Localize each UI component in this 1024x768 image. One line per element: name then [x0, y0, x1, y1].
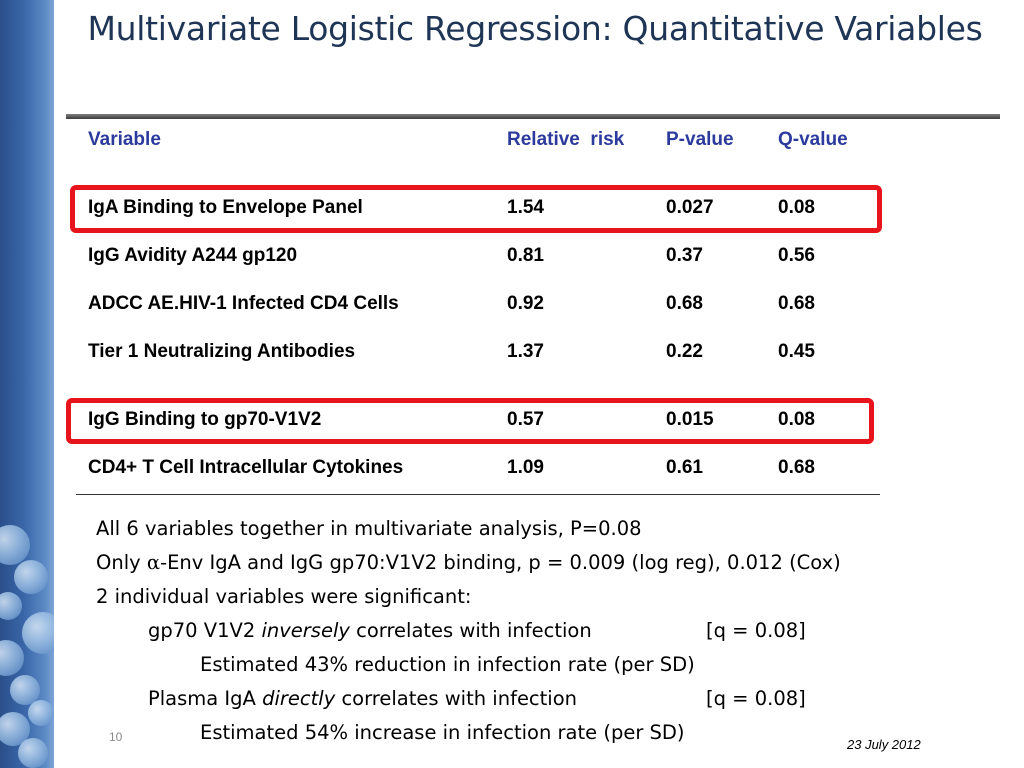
bubble-decoration [22, 612, 54, 654]
header-variable: Variable [88, 129, 161, 150]
bubble-decoration [28, 700, 54, 726]
slide-date: 23 July 2012 [847, 737, 921, 752]
note-text: correlates with infection [335, 687, 578, 710]
note-emphasis: inversely [261, 619, 350, 642]
note-text: Only [96, 551, 147, 574]
note-line: Only α-Env IgA and IgG gp70:V1V2 binding… [96, 546, 996, 580]
note-line: 2 individual variables were significant: [96, 580, 996, 614]
cell-relative-risk: 1.37 [507, 341, 544, 362]
alpha-symbol: α [146, 551, 161, 574]
cell-p-value: 0.37 [666, 245, 703, 266]
note-text: -Env IgA and IgG gp70:V1V2 binding, p = … [160, 551, 841, 574]
q-value-note: [q = 0.08] [706, 619, 806, 642]
header-p-value: P-value [666, 129, 734, 150]
note-line: Estimated 43% reduction in infection rat… [96, 648, 996, 682]
q-value-note: [q = 0.08] [706, 687, 806, 710]
cell-q-value: 0.08 [778, 197, 815, 218]
cell-variable: IgG Avidity A244 gp120 [88, 245, 298, 266]
bubble-decoration [0, 592, 22, 620]
note-text: Estimated 43% reduction in infection rat… [200, 653, 695, 676]
note-text: Plasma IgA [148, 687, 263, 710]
cell-variable: ADCC AE.HIV-1 Infected CD4 Cells [88, 293, 399, 314]
cell-q-value: 0.68 [778, 457, 815, 478]
bubble-decoration [18, 738, 48, 768]
table-bottom-border [76, 494, 880, 495]
bubble-decoration [14, 560, 48, 594]
title-divider [66, 114, 1000, 119]
note-line: gp70 V1V2 inversely correlates with infe… [96, 614, 996, 648]
cell-p-value: 0.68 [666, 293, 703, 314]
note-line: Plasma IgA directly correlates with infe… [96, 682, 996, 716]
note-line: All 6 variables together in multivariate… [96, 512, 996, 546]
cell-variable: IgA Binding to Envelope Panel [88, 197, 363, 218]
note-text: 2 individual variables were significant: [96, 585, 472, 608]
cell-p-value: 0.027 [666, 197, 714, 218]
cell-variable: IgG Binding to gp70-V1V2 [88, 409, 322, 430]
note-text: Estimated 54% increase in infection rate… [200, 721, 685, 744]
header-q-value: Q-value [778, 129, 848, 150]
cell-p-value: 0.22 [666, 341, 703, 362]
cell-relative-risk: 0.81 [507, 245, 544, 266]
bubble-decoration [0, 640, 24, 676]
cell-relative-risk: 0.92 [507, 293, 544, 314]
cell-variable: Tier 1 Neutralizing Antibodies [88, 341, 356, 362]
highlight-box-gp70-row [66, 398, 874, 444]
cell-relative-risk: 1.09 [507, 457, 544, 478]
bubble-decoration [0, 525, 30, 565]
cell-q-value: 0.45 [778, 341, 815, 362]
header-relative-risk: Relative risk [507, 129, 625, 150]
cell-relative-risk: 0.57 [507, 409, 544, 430]
note-line: Estimated 54% increase in infection rate… [96, 716, 996, 750]
cell-q-value: 0.08 [778, 409, 815, 430]
note-text: gp70 V1V2 [148, 619, 262, 642]
cell-relative-risk: 1.54 [507, 197, 544, 218]
highlight-box-iga-row [70, 185, 882, 233]
cell-variable: CD4+ T Cell Intracellular Cytokines [88, 457, 404, 478]
analysis-notes: All 6 variables together in multivariate… [96, 512, 996, 750]
cell-p-value: 0.015 [666, 409, 714, 430]
note-emphasis: directly [262, 687, 336, 710]
note-text: All 6 variables together in multivariate… [96, 517, 642, 540]
cell-p-value: 0.61 [666, 457, 703, 478]
slide-number: 10 [109, 730, 123, 744]
note-text: correlates with infection [349, 619, 592, 642]
cell-q-value: 0.56 [778, 245, 815, 266]
slide-title: Multivariate Logistic Regression: Quanti… [87, 9, 983, 48]
decorative-side-band [0, 0, 54, 768]
cell-q-value: 0.68 [778, 293, 815, 314]
